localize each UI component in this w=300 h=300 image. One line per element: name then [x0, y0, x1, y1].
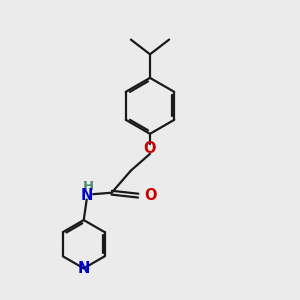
Text: O: O	[144, 141, 156, 156]
Text: H: H	[82, 180, 94, 193]
Text: O: O	[144, 188, 157, 203]
Text: N: N	[80, 188, 93, 203]
Text: N: N	[78, 261, 90, 276]
